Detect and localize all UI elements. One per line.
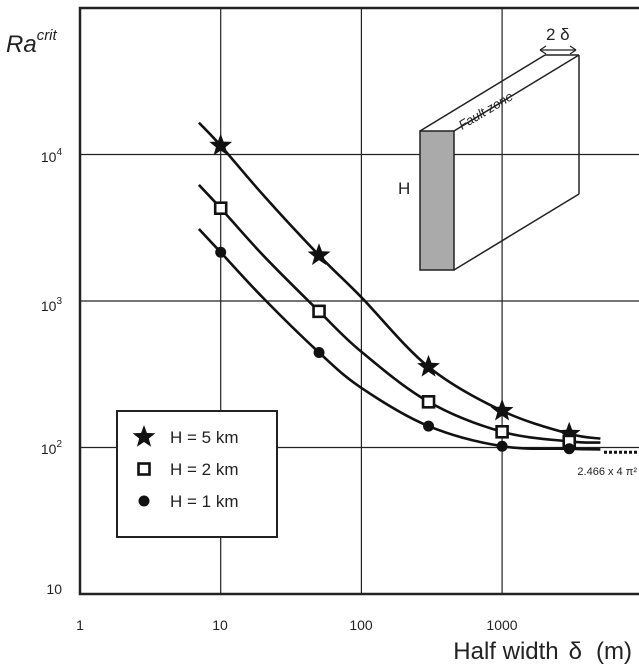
x-tick-label-10: 10: [212, 617, 228, 633]
y-tick-label-10000: 104: [41, 147, 63, 165]
legend-label-h2: H = 2 km: [170, 460, 239, 479]
data-point-h2-1: [312, 304, 326, 319]
data-point-h2-0: [213, 201, 228, 215]
legend-marker-h1: [138, 495, 150, 507]
x-axis-title-text: Half width: [453, 638, 558, 665]
data-point-h1-3: [496, 440, 508, 452]
data-point-h1-1: [313, 347, 325, 359]
y-tick-label-10: 10: [46, 581, 62, 597]
series-curve-h1: [197, 228, 601, 451]
legend-markers: [132, 425, 156, 507]
y-axis-title-base: Ra: [6, 31, 37, 58]
inset-fault-zone-label: Fault zone: [456, 88, 516, 132]
inset-front-edge-bottom: [453, 193, 580, 271]
series-curve-h2: [197, 184, 601, 444]
inset-diagram: [419, 45, 580, 271]
legend-marker-h5: [132, 425, 156, 447]
legend-marker-h2: [137, 462, 151, 476]
x-axis-title: Half width δ (m): [453, 638, 632, 665]
inset-width-arrowhead-left: [539, 45, 547, 55]
y-axis-title: Racrit: [6, 27, 58, 58]
series-markers: [209, 133, 581, 455]
x-tick-labels: 1 10 100 1000: [76, 617, 518, 633]
y-axis-title-superscript: crit: [37, 27, 58, 44]
x-axis-title-unit: (m): [596, 638, 632, 665]
y-tick-labels: 10 102 103 104: [41, 147, 63, 597]
inset-width-arrowhead-right: [569, 45, 577, 55]
data-point-h5-0: [209, 133, 233, 156]
data-point-h5-2: [417, 354, 440, 377]
y-tick-label-1000: 103: [41, 296, 63, 314]
x-axis-title-symbol: δ: [569, 638, 582, 665]
asymptote-label: 2.466 x 4 π²: [577, 466, 637, 478]
legend-label-h1: H = 1 km: [170, 492, 239, 511]
series-curves: [197, 121, 601, 451]
inset-width-label: 2 δ: [546, 25, 570, 44]
series-curve-h5: [197, 121, 601, 440]
x-tick-label-100: 100: [349, 617, 373, 633]
inset-top-edge-back: [419, 54, 546, 132]
x-tick-label-1: 1: [76, 617, 84, 633]
x-tick-label-1000: 1000: [486, 617, 517, 633]
inset-height-label: H: [398, 179, 410, 198]
data-point-h5-1: [307, 243, 331, 265]
legend-label-h5: H = 5 km: [170, 428, 239, 447]
data-point-h2-2: [421, 395, 436, 409]
legend: H = 5 km H = 2 km H = 1 km: [116, 410, 278, 538]
y-tick-label-100: 102: [41, 439, 63, 457]
data-point-h1-0: [215, 246, 227, 258]
data-point-h2-3: [495, 424, 509, 439]
inset-fault-face: [419, 130, 455, 271]
data-point-h1-2: [423, 420, 435, 432]
inset-top-edge-front: [453, 54, 580, 132]
data-point-h1-4: [563, 443, 575, 455]
data-point-h5-3: [490, 398, 514, 421]
data-point-h5-4: [557, 421, 581, 444]
